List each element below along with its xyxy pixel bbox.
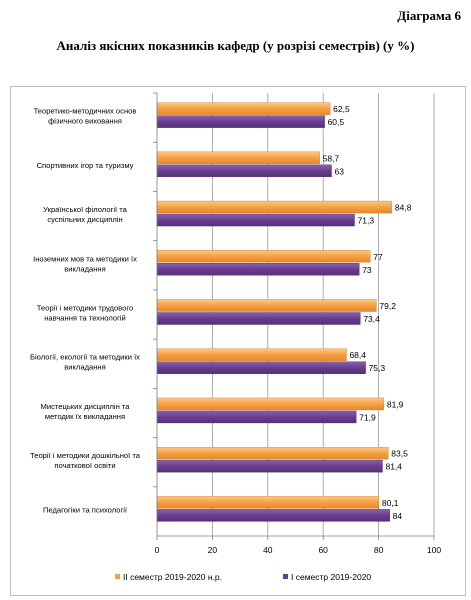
bar-series-2: [156, 348, 347, 361]
bar-series-1: [156, 459, 383, 473]
x-tick-label: 0: [155, 545, 160, 555]
data-label: 73: [362, 265, 372, 275]
category-label: Теорії і методики трудового навчання та т…: [37, 304, 133, 323]
chart-frame: 62,5 60,5 58,7 63 84,8 71,3 77 73 79,2 73,4 68,4 75…: [10, 86, 466, 596]
bar-series-2: [156, 397, 385, 411]
data-label: 62,5: [333, 104, 350, 114]
data-label: 81,4: [385, 462, 402, 472]
data-label: 80,1: [382, 498, 399, 508]
category-label: Мистецьких дисциплін та методик їх виклад…: [41, 402, 131, 421]
x-tick-label: 40: [263, 545, 273, 555]
data-label: 83,5: [391, 449, 408, 459]
data-label: 71,3: [358, 216, 375, 226]
legend-swatch: [115, 574, 120, 579]
bar-series-1: [156, 361, 366, 374]
bar-series-1: [156, 509, 390, 522]
legend-label: I семестр 2019-2020: [291, 572, 371, 582]
bar-series-2: [156, 496, 380, 509]
category-label: Теоретико-методичних основ фізичного вихо…: [34, 107, 137, 126]
category-label: Спортивних ігор та туризму: [37, 161, 134, 170]
data-label: 77: [373, 252, 383, 262]
legend-label: II семестр 2019-2020 н.р.: [123, 572, 222, 582]
x-tick-label: 80: [374, 545, 384, 555]
bar-series-1: [156, 263, 360, 276]
legend-swatch: [283, 574, 288, 579]
data-label: 75,3: [369, 363, 386, 373]
data-label: 84,8: [395, 203, 412, 213]
legend-layer: II семестр 2019-2020 н.р. I семестр 2019-…: [115, 572, 371, 582]
data-label: 60,5: [328, 117, 345, 127]
data-label: 73,4: [363, 314, 380, 324]
data-label: 71,9: [359, 412, 376, 422]
bar-series-1: [156, 410, 357, 424]
bar-series-2: [156, 102, 331, 115]
data-label: 81,9: [387, 399, 404, 409]
data-label: 58,7: [323, 153, 340, 163]
bars-layer: [156, 102, 393, 522]
data-label: 84: [393, 511, 403, 521]
bar-series-2: [156, 151, 320, 165]
category-label: Іноземних мов та методики їх викладання: [33, 254, 137, 273]
data-label: 63: [335, 166, 345, 176]
bar-series-1: [156, 213, 355, 227]
category-label: Теорії і методики дошкільної та початково…: [30, 451, 141, 470]
bar-series-1: [156, 312, 361, 325]
chart-title: Аналіз якісних показників кафедр (у розр…: [56, 38, 415, 53]
axis-layer: 0 20 40 60 80 100 Теоретико-методичних основ фі…: [30, 92, 441, 555]
category-label: Педагогіки та психології: [43, 505, 128, 514]
x-tick-label: 100: [427, 545, 441, 555]
category-label: Української філології та суспільних дисци…: [43, 205, 127, 224]
data-label: 68,4: [349, 350, 366, 360]
bar-series-2: [156, 446, 389, 460]
bar-series-1: [156, 164, 332, 178]
category-label: Біології, екології та методики їх виклада…: [30, 353, 140, 372]
bar-series-1: [156, 115, 325, 128]
bar-series-2: [156, 299, 377, 312]
x-tick-label: 20: [208, 545, 218, 555]
data-label: 79,2: [379, 301, 396, 311]
x-tick-label: 60: [318, 545, 328, 555]
bar-series-2: [156, 200, 393, 214]
diagram-number: Діаграма 6: [397, 8, 461, 23]
bar-series-2: [156, 250, 371, 263]
